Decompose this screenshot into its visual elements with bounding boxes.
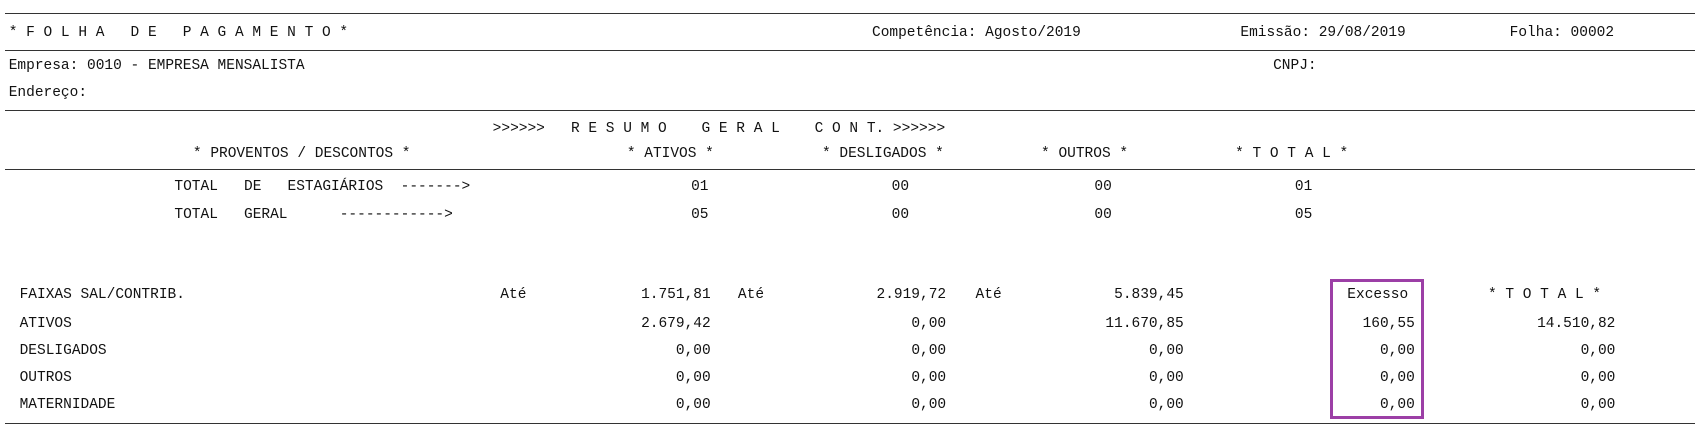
faixa-header: Até [737, 287, 765, 304]
cell-value: 0,00 [911, 342, 947, 359]
folha: Folha: 00002 [1509, 24, 1615, 41]
empresa: Empresa: 0010 - EMPRESA MENSALISTA [8, 58, 305, 75]
cell-value: 00 [891, 179, 910, 196]
cell-value: 00 [891, 206, 910, 223]
faixa-header: Até [975, 287, 1002, 304]
rule [5, 169, 1695, 170]
rule [5, 110, 1695, 111]
row-label: DESLIGADOS [19, 342, 107, 359]
report-title: * F O L H A D E P A G A M E N T O * [8, 24, 349, 41]
row-label: MATERNIDADE [19, 397, 116, 414]
cell-value: 0,00 [1148, 342, 1184, 359]
cell-value: 00 [1094, 179, 1112, 196]
column-header: * T O T A L * [1235, 145, 1349, 162]
faixa-header: * T O T A L * [1487, 287, 1602, 304]
cell-value: 0,00 [1380, 397, 1415, 414]
row-label: TOTAL GERAL ------------> [174, 206, 453, 223]
cell-value: 01 [691, 179, 709, 196]
column-header: * ATIVOS * [626, 145, 714, 162]
column-header: * OUTROS * [1041, 145, 1129, 162]
cell-value: 0,00 [911, 315, 947, 332]
cell-value: 0,00 [1580, 342, 1616, 359]
cell-value: 0,00 [1380, 370, 1415, 387]
cell-value: 0,00 [1148, 397, 1184, 414]
cell-value: 0,00 [1580, 397, 1616, 414]
faixa-header: FAIXAS SAL/CONTRIB. [19, 287, 185, 304]
cell-value: 14.510,82 [1537, 315, 1616, 332]
highlight-box [1330, 279, 1424, 419]
cell-value: 05 [691, 206, 709, 223]
competencia: Competência: Agosto/2019 [872, 24, 1081, 41]
row-label: TOTAL DE ESTAGIÁRIOS -------> [174, 179, 471, 196]
cell-value: 0,00 [1148, 370, 1184, 387]
column-header: * PROVENTOS / DESCONTOS * [192, 145, 411, 162]
cell-value: 01 [1294, 179, 1313, 196]
cell-value: 0,00 [675, 370, 711, 387]
faixa-header: Excesso [1347, 287, 1409, 304]
cell-value: 0,00 [911, 370, 947, 387]
column-header: * DESLIGADOS * [821, 145, 944, 162]
row-label: ATIVOS [19, 315, 72, 332]
cell-value: 0,00 [911, 397, 947, 414]
cell-value: 0,00 [1380, 342, 1415, 359]
rule [5, 13, 1695, 14]
faixa-header: 2.919,72 [876, 287, 947, 304]
endereco: Endereço: [8, 84, 88, 101]
cell-value: 00 [1094, 206, 1112, 223]
emissao: Emissão: 29/08/2019 [1240, 24, 1406, 41]
cnpj: CNPJ: [1273, 58, 1317, 75]
section-title: >>>>>> R E S U M O G E R A L C O N T. >>… [492, 120, 946, 137]
cell-value: 2.679,42 [641, 315, 711, 332]
cell-value: 0,00 [675, 397, 711, 414]
cell-value: 160,55 [1362, 315, 1415, 332]
rule [5, 423, 1695, 424]
cell-value: 0,00 [1580, 370, 1616, 387]
faixa-header: 1.751,81 [641, 287, 711, 304]
cell-value: 11.670,85 [1105, 315, 1184, 332]
faixa-header: 5.839,45 [1114, 287, 1184, 304]
cell-value: 05 [1294, 206, 1313, 223]
row-label: OUTROS [19, 370, 72, 387]
rule [5, 50, 1695, 51]
cell-value: 0,00 [675, 342, 711, 359]
faixa-header: Até [500, 287, 527, 304]
